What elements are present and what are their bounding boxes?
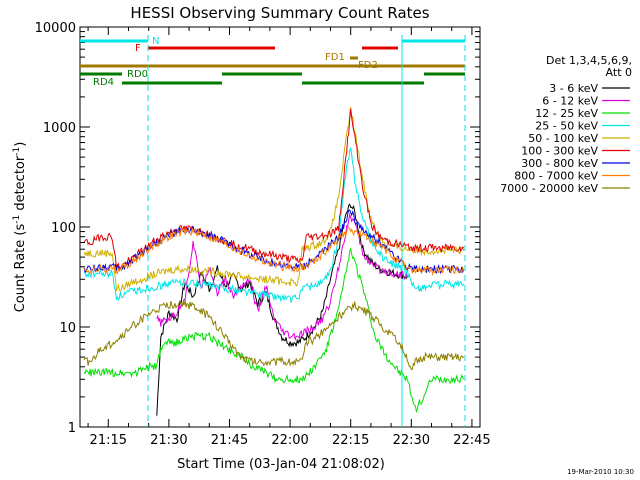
y-tick-label: 100 bbox=[51, 221, 76, 236]
footer-date: 19-Mar-2010 10:30 bbox=[567, 468, 634, 476]
y-axis-label: Count Rate (s-1 detector-1) bbox=[12, 142, 28, 313]
chart-title: HESSI Observing Summary Count Rates bbox=[130, 4, 429, 22]
legend-entry-label: 12 - 25 keV bbox=[535, 107, 598, 120]
legend-entry-label: 25 - 50 keV bbox=[535, 120, 598, 133]
x-tick-label: 21:45 bbox=[211, 433, 248, 448]
y-axis: 1 10 100 1000 10000 bbox=[35, 21, 480, 436]
flag-rd0-label: RD0 bbox=[127, 69, 148, 80]
series-line-7 bbox=[83, 226, 465, 277]
time-markers bbox=[147, 35, 466, 427]
flag-n-label: N bbox=[152, 36, 159, 47]
flag-fd2-label: FD2 bbox=[358, 60, 378, 71]
series-line-0 bbox=[156, 203, 408, 416]
series-line-2 bbox=[83, 247, 465, 414]
legend-header-line-1: Det 1,3,4,5,6,9, bbox=[546, 54, 632, 67]
x-tick-label: 21:30 bbox=[150, 433, 187, 448]
y-tick-label: 1000 bbox=[43, 121, 76, 136]
series-line-5 bbox=[83, 108, 465, 269]
x-axis: 21:15 21:30 21:45 22:00 22:15 22:30 22:45 bbox=[87, 27, 491, 448]
legend-entry-label: 7000 - 20000 keV bbox=[500, 182, 598, 195]
series-line-3 bbox=[83, 147, 465, 303]
legend-entry-label: 50 - 100 keV bbox=[528, 132, 598, 145]
legend-entry-label: 300 - 800 keV bbox=[521, 157, 598, 170]
y-tick-label: 1 bbox=[68, 421, 76, 436]
legend-entry-label: 6 - 12 keV bbox=[542, 95, 598, 108]
series-line-4 bbox=[83, 106, 465, 292]
x-tick-label: 22:15 bbox=[332, 433, 369, 448]
series-line-1 bbox=[156, 212, 408, 342]
x-tick-label: 22:00 bbox=[271, 433, 308, 448]
plot-frame bbox=[79, 26, 481, 428]
flag-f-label: F bbox=[135, 43, 141, 54]
series-group bbox=[83, 106, 465, 416]
x-tick-label: 22:45 bbox=[453, 433, 490, 448]
observing-flags: N F FD1 FD2 RD0 RD4 bbox=[80, 36, 465, 88]
y-tick-label: 10 bbox=[59, 321, 76, 336]
legend-entry-label: 800 - 7000 keV bbox=[514, 170, 598, 183]
x-axis-label: Start Time (03-Jan-04 21:08:02) bbox=[177, 457, 385, 472]
series-line-8 bbox=[83, 300, 465, 371]
legend-header-line-2: Att 0 bbox=[606, 66, 632, 79]
y-tick-label: 10000 bbox=[35, 21, 76, 36]
x-tick-label: 22:30 bbox=[393, 433, 430, 448]
flag-fd1-label: FD1 bbox=[325, 52, 345, 63]
flag-rd4-label: RD4 bbox=[93, 77, 114, 88]
legend-entry-label: 100 - 300 keV bbox=[521, 145, 598, 158]
legend-entry-label: 3 - 6 keV bbox=[549, 82, 598, 95]
x-tick-label: 21:15 bbox=[90, 433, 127, 448]
